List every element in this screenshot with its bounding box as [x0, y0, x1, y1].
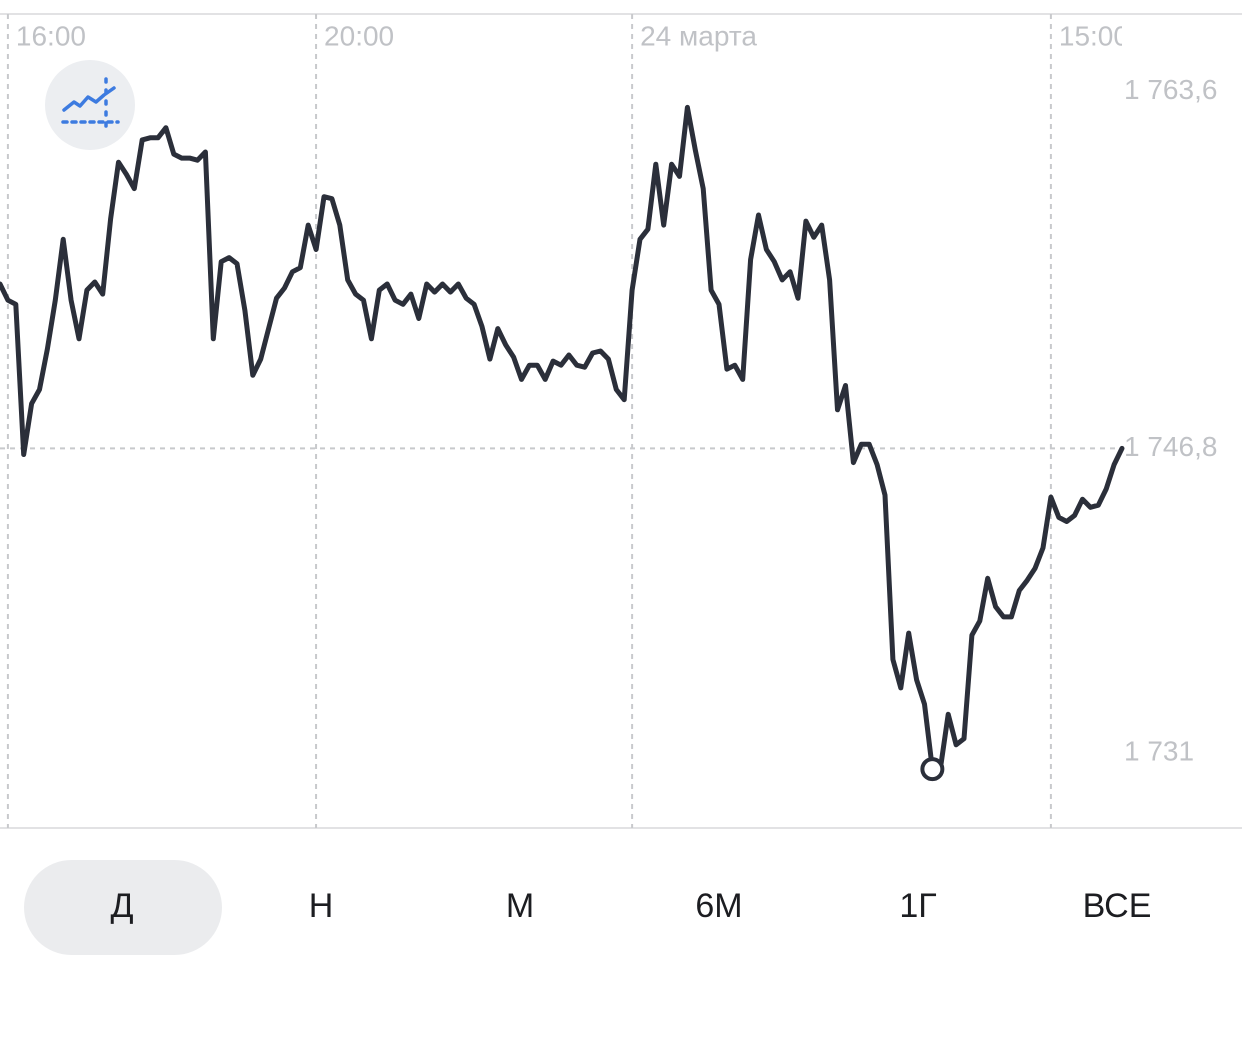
- price-line: [0, 104, 1125, 772]
- x-tick-label: 24 марта: [640, 20, 757, 51]
- selected-period-bg: [24, 860, 222, 955]
- y-label: 1 746,8: [1124, 431, 1217, 462]
- plot: 1 763,6 1 746,8 1 731: [0, 74, 1217, 782]
- period-button[interactable]: ВСЕ: [1083, 887, 1152, 925]
- grid: [0, 14, 1122, 828]
- x-tick-label: 16:00: [16, 20, 86, 51]
- chart-mode-button[interactable]: [45, 60, 135, 150]
- x-tick-label: 15:00: [1059, 20, 1129, 51]
- period-button[interactable]: 6М: [695, 887, 742, 925]
- min-marker: [920, 757, 945, 782]
- period-selector: Д Н М 6М 1Г ВСЕ: [110, 887, 1151, 925]
- y-label: 1 731: [1124, 736, 1194, 767]
- x-tick-label: 20:00: [324, 20, 394, 51]
- y-label: 1 763,6: [1124, 74, 1217, 105]
- period-button[interactable]: М: [506, 887, 534, 925]
- period-button[interactable]: Н: [309, 887, 334, 925]
- x-labels: 16:00 20:00 24 марта 15:00: [16, 20, 1129, 51]
- period-button[interactable]: 1Г: [899, 887, 936, 925]
- period-button[interactable]: Д: [110, 887, 133, 925]
